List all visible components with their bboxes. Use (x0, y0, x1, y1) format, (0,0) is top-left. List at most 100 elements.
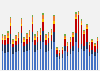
Bar (51, 41, 52, 49)
Bar (97, 37, 98, 38)
Bar (23, 37, 25, 38)
Bar (64, 34, 66, 36)
Bar (59, 59, 60, 70)
Bar (40, 41, 41, 49)
Bar (70, 37, 71, 38)
Bar (2, 38, 3, 40)
Bar (34, 38, 36, 40)
Bar (83, 33, 85, 34)
Bar (29, 42, 30, 50)
Bar (59, 52, 60, 53)
Bar (18, 38, 19, 44)
Bar (4, 40, 6, 45)
Bar (10, 18, 11, 23)
Bar (97, 40, 98, 41)
Bar (75, 14, 77, 17)
Bar (78, 12, 79, 14)
Bar (18, 33, 19, 37)
Bar (92, 39, 93, 40)
Bar (4, 53, 6, 70)
Bar (72, 35, 74, 37)
Bar (51, 33, 52, 35)
Bar (81, 23, 82, 25)
Bar (12, 42, 14, 44)
Bar (81, 44, 82, 49)
Bar (81, 21, 82, 23)
Bar (21, 24, 22, 26)
Bar (94, 45, 96, 46)
Bar (2, 44, 3, 51)
Bar (92, 50, 93, 54)
Bar (34, 45, 36, 52)
Bar (83, 46, 85, 51)
Bar (2, 40, 3, 44)
Bar (53, 32, 55, 42)
Bar (29, 30, 30, 31)
Bar (67, 43, 68, 45)
Bar (42, 13, 44, 15)
Bar (83, 34, 85, 46)
Bar (94, 52, 96, 56)
Bar (64, 39, 66, 46)
Bar (51, 30, 52, 33)
Bar (26, 34, 28, 38)
Bar (78, 48, 79, 52)
Bar (94, 46, 96, 52)
Bar (40, 35, 41, 41)
Bar (67, 42, 68, 43)
Bar (72, 32, 74, 33)
Bar (23, 38, 25, 40)
Bar (92, 42, 93, 50)
Bar (75, 33, 77, 42)
Bar (78, 52, 79, 70)
Bar (48, 51, 49, 70)
Bar (29, 50, 30, 70)
Bar (42, 42, 44, 70)
Bar (10, 44, 11, 70)
Bar (97, 49, 98, 53)
Bar (7, 33, 8, 36)
Bar (10, 23, 11, 26)
Bar (15, 36, 17, 39)
Bar (75, 19, 77, 33)
Bar (18, 37, 19, 38)
Bar (42, 19, 44, 22)
Bar (34, 36, 36, 38)
Bar (48, 43, 49, 51)
Bar (67, 52, 68, 56)
Bar (21, 19, 22, 24)
Bar (7, 31, 8, 33)
Bar (86, 27, 88, 29)
Bar (72, 51, 74, 70)
Bar (51, 29, 52, 30)
Bar (53, 15, 55, 16)
Bar (37, 50, 38, 70)
Bar (4, 45, 6, 53)
Bar (15, 52, 17, 70)
Bar (51, 35, 52, 41)
Bar (59, 56, 60, 59)
Bar (29, 35, 30, 37)
Bar (21, 43, 22, 70)
Bar (45, 38, 47, 40)
Bar (45, 45, 47, 52)
Bar (86, 29, 88, 42)
Bar (92, 40, 93, 41)
Bar (48, 36, 49, 38)
Bar (10, 34, 11, 44)
Bar (83, 31, 85, 33)
Bar (94, 56, 96, 70)
Bar (70, 42, 71, 49)
Bar (56, 47, 58, 48)
Bar (94, 43, 96, 44)
Bar (45, 40, 47, 45)
Bar (18, 32, 19, 33)
Bar (34, 52, 36, 70)
Bar (70, 40, 71, 42)
Bar (53, 42, 55, 70)
Bar (59, 51, 60, 52)
Bar (15, 35, 17, 36)
Bar (56, 49, 58, 50)
Bar (62, 48, 63, 49)
Bar (78, 14, 79, 15)
